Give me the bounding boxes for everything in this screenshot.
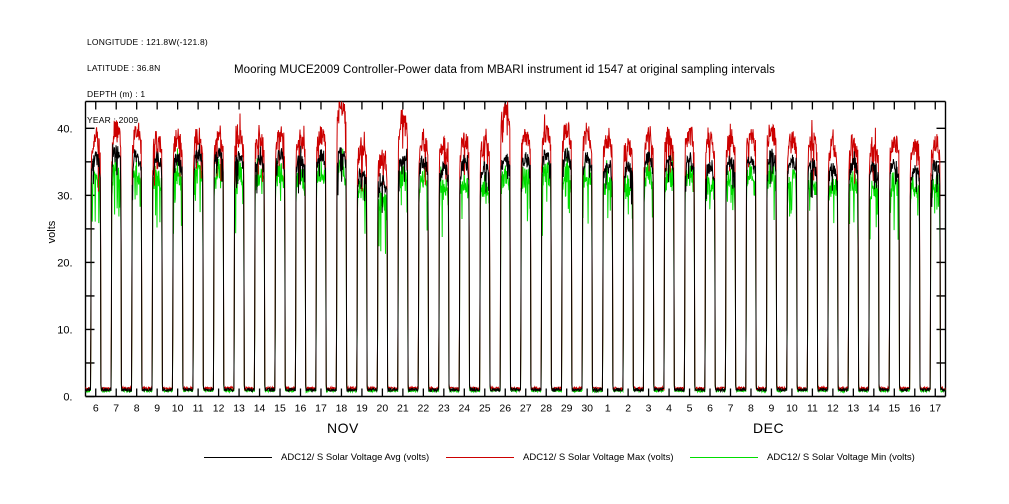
x-tick-label: 5 (687, 403, 693, 415)
x-tick-label: 2 (625, 403, 631, 415)
y-tick-label: 0. (63, 392, 72, 404)
x-tick-label: 15 (274, 403, 286, 415)
metadata-depth: DEPTH (m) : 1 (87, 88, 146, 99)
x-tick-label: 26 (499, 403, 511, 415)
x-tick-label: 10 (172, 403, 184, 415)
chart-title: Mooring MUCE2009 Controller-Power data f… (233, 64, 776, 76)
x-tick-label: 9 (154, 403, 160, 415)
legend-label-max: ADC12/ S Solar Voltage Max (volts) (523, 451, 674, 463)
axis-frame (84, 100, 947, 398)
x-tick-label: 16 (295, 403, 307, 415)
x-tick-label: 9 (769, 403, 775, 415)
x-tick-label: 12 (827, 403, 839, 415)
x-tick-label: 11 (807, 403, 818, 415)
x-tick-label: 18 (336, 403, 348, 415)
x-tick-label: 23 (438, 403, 450, 415)
x-tick-label: 29 (561, 403, 573, 415)
x-tick-label: 1 (605, 403, 611, 415)
legend-entry-avg: ADC12/ S Solar Voltage Avg (volts) (204, 449, 429, 465)
legend-swatch-min (690, 456, 758, 458)
x-tick-label: 7 (113, 403, 119, 415)
metadata-latitude: LATITUDE : 36.8N (87, 62, 161, 73)
x-tick-label: 13 (233, 403, 245, 415)
metadata-year: YEAR : 2009 (87, 114, 139, 125)
x-tick-label: 16 (909, 403, 921, 415)
x-tick-label: 22 (418, 403, 430, 415)
legend: ADC12/ S Solar Voltage Avg (volts) ADC12/… (0, 449, 1009, 469)
x-axis-ticks (95, 101, 936, 397)
x-tick-label: 14 (868, 403, 880, 415)
month-label-dec: DEC (753, 420, 785, 436)
x-tick-label: 20 (377, 403, 389, 415)
month-label-nov: NOV (327, 420, 359, 436)
x-tick-label: 17 (929, 403, 941, 415)
y-axis-tick-labels: 0. 10. 20. 30. 40. (57, 123, 72, 403)
y-tick-label: 20. (57, 257, 72, 269)
legend-swatch-max (446, 456, 514, 458)
series-line-max (85, 101, 946, 392)
series-line-avg (85, 143, 946, 394)
y-tick-label: 40. (57, 123, 72, 135)
x-tick-label: 11 (193, 403, 204, 415)
x-tick-label: 6 (707, 403, 713, 415)
x-tick-label: 8 (748, 403, 754, 415)
metadata-block: LONGITUDE : 121.8W(-121.8) LATITUDE : 36… (87, 21, 208, 133)
x-axis-tick-labels: 6 7 8 9 10 11 12 13 14 15 16 17 18 19 20 21 22 23 24 25 26 27… (93, 403, 941, 415)
x-tick-label: 17 (315, 403, 327, 415)
legend-label-avg: ADC12/ S Solar Voltage Avg (volts) (281, 451, 430, 463)
x-tick-label: 10 (786, 403, 798, 415)
x-tick-label: 6 (93, 403, 99, 415)
x-tick-label: 27 (520, 403, 532, 415)
legend-entry-min: ADC12/ S Solar Voltage Min (volts) (690, 449, 915, 465)
metadata-longitude: LONGITUDE : 121.8W(-121.8) (87, 37, 208, 48)
x-tick-label: 14 (254, 403, 266, 415)
legend-swatch-avg (204, 456, 272, 458)
x-tick-label: 8 (134, 403, 140, 415)
x-tick-label: 13 (848, 403, 860, 415)
x-tick-label: 4 (666, 403, 672, 415)
x-tick-label: 21 (397, 403, 409, 415)
x-tick-label: 28 (540, 403, 552, 415)
x-tick-label: 24 (458, 403, 470, 415)
x-tick-label: 19 (356, 403, 368, 415)
x-tick-label: 25 (479, 403, 491, 415)
x-tick-label: 7 (728, 403, 734, 415)
x-tick-label: 3 (646, 403, 652, 415)
x-tick-label: 30 (581, 403, 593, 415)
legend-label-min: ADC12/ S Solar Voltage Min (volts) (767, 451, 915, 463)
x-tick-label: 12 (213, 403, 225, 415)
x-tick-label: 15 (888, 403, 900, 415)
legend-entry-max: ADC12/ S Solar Voltage Max (volts) (446, 449, 673, 465)
y-tick-label: 10. (57, 324, 72, 336)
y-tick-label: 30. (57, 190, 72, 202)
